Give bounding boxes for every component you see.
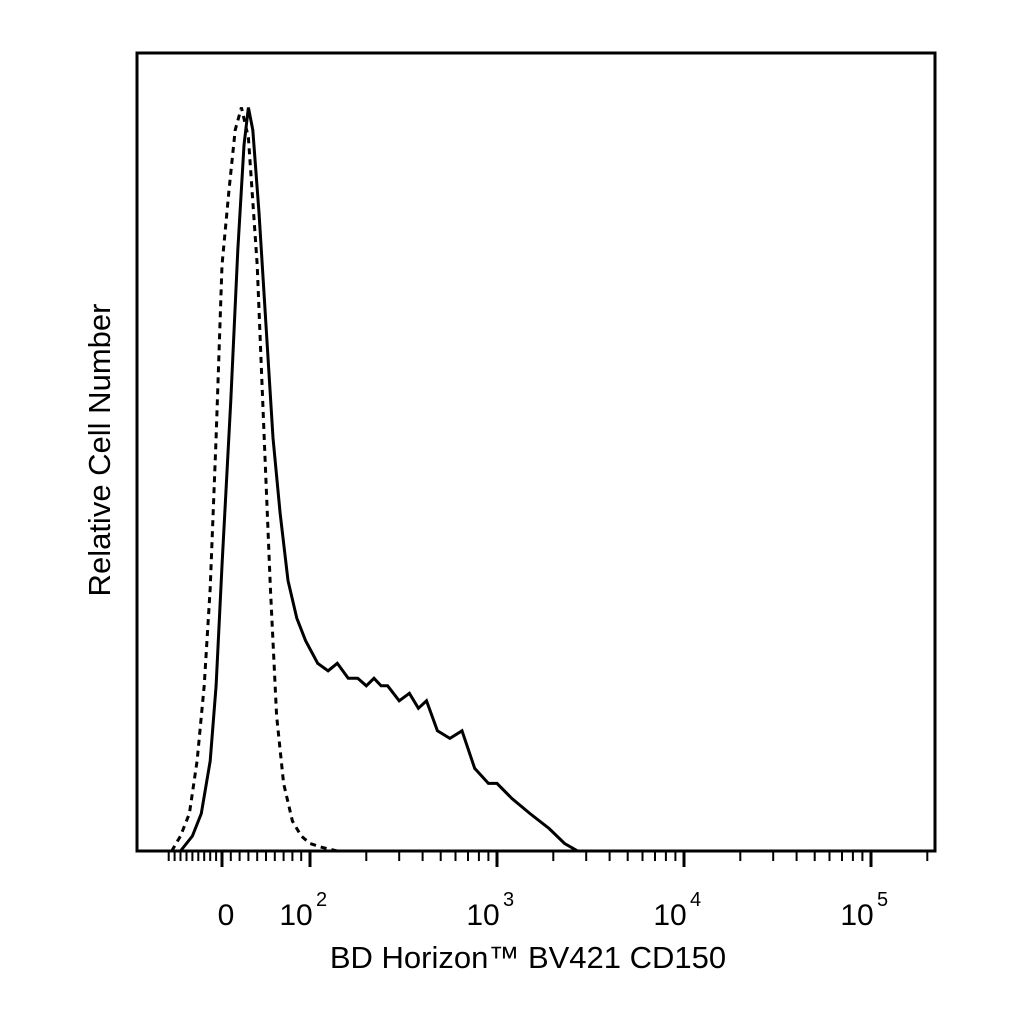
x-tick-label-base: 0 [218, 899, 235, 932]
x-tick-label-exponent: 2 [316, 889, 327, 911]
x-tick-label: 10 5 [840, 889, 888, 932]
series-solid-line [179, 107, 579, 853]
x-tick-label: 10 2 [279, 889, 327, 932]
x-tick-label: 10 4 [653, 889, 701, 932]
x-tick-label: 10 3 [466, 889, 514, 932]
x-tick-label-base: 10 [653, 899, 686, 932]
plot-frame [135, 51, 937, 853]
x-tick-label: 0 [218, 899, 235, 932]
x-tick-label-exponent: 5 [877, 889, 888, 911]
x-tick-label-base: 10 [840, 899, 873, 932]
x-axis-label: BD Horizon™ BV421 CD150 [330, 940, 726, 975]
y-axis-label: Relative Cell Number [82, 304, 117, 597]
minor-ticks [167, 851, 929, 861]
x-tick-label-exponent: 4 [690, 889, 701, 911]
major-ticks [220, 851, 873, 867]
x-tick-label-exponent: 3 [503, 889, 514, 911]
x-tick-label-base: 10 [466, 899, 499, 932]
x-tick-labels: 0 10 2 10 3 10 4 10 5 [218, 889, 888, 932]
series-dashed-line [170, 107, 338, 853]
x-tick-label-base: 10 [279, 899, 312, 932]
